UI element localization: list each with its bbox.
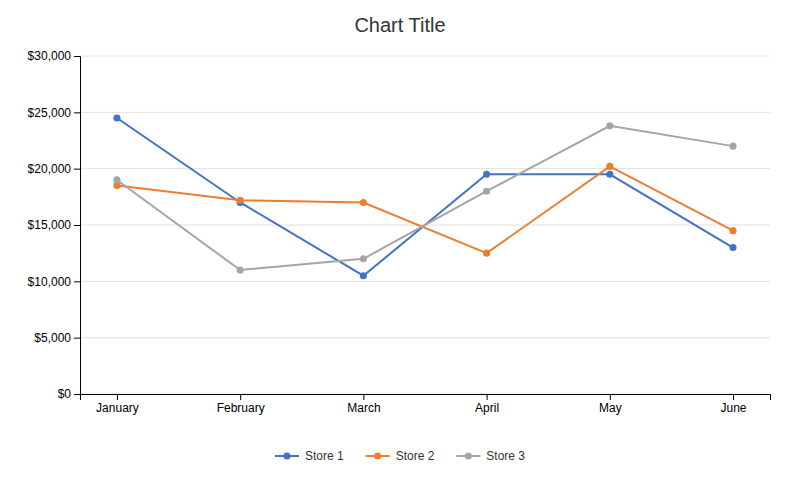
y-tick-label: $10,000 <box>28 275 72 289</box>
y-tick-label: $25,000 <box>28 106 72 120</box>
series-marker <box>360 199 367 206</box>
x-tick: February <box>217 394 265 415</box>
x-tick: January <box>96 394 139 415</box>
y-tick-label: $30,000 <box>28 49 72 63</box>
x-tick: April <box>475 394 499 415</box>
legend-item: Store 2 <box>366 449 435 463</box>
series <box>113 122 736 273</box>
y-tick: $15,000 <box>28 218 80 232</box>
y-tick-mark <box>74 338 80 339</box>
series-marker <box>360 272 367 279</box>
legend-item: Store 1 <box>275 449 344 463</box>
x-tick-mark <box>487 394 488 400</box>
y-tick-mark <box>74 169 80 170</box>
legend-marker <box>283 452 290 459</box>
x-tick-mark <box>363 394 364 400</box>
x-tick-label: April <box>475 401 499 415</box>
y-tick-mark <box>74 281 80 282</box>
x-axis-line <box>81 395 771 401</box>
y-axis-line <box>74 57 81 395</box>
x-tick: March <box>347 394 380 415</box>
y-tick-label: $20,000 <box>28 162 72 176</box>
grid-line <box>80 337 770 338</box>
x-tick-label: March <box>347 401 380 415</box>
series-marker <box>483 188 490 195</box>
series-marker <box>606 171 613 178</box>
y-axis: $0 $5,000 $10,000 $15,000 $20,000 $25,000 $30,… <box>28 49 81 401</box>
x-tick-label: January <box>96 401 139 415</box>
grid-line <box>80 112 770 113</box>
series <box>113 114 736 279</box>
series-marker <box>237 197 244 204</box>
x-axis: January February March April May June <box>81 394 771 415</box>
series-marker <box>483 171 490 178</box>
y-tick: $30,000 <box>28 49 80 63</box>
chart-title: Chart Title <box>354 14 445 36</box>
legend-marker <box>465 452 472 459</box>
y-tick: $25,000 <box>28 106 80 120</box>
series-marker <box>360 255 367 262</box>
x-tick-mark <box>117 394 118 400</box>
x-tick: May <box>599 394 622 415</box>
plot-area: $0 $5,000 $10,000 $15,000 $20,000 $25,000 $30,… <box>28 49 771 414</box>
y-tick: $5,000 <box>34 331 80 345</box>
x-tick-label: May <box>599 401 622 415</box>
series-marker <box>606 122 613 129</box>
series-line <box>117 118 733 276</box>
x-tick-label: February <box>217 401 265 415</box>
series-marker <box>729 244 736 251</box>
y-tick-mark <box>74 56 80 57</box>
series-marker <box>729 227 736 234</box>
y-tick: $10,000 <box>28 275 80 289</box>
y-tick: $0 <box>58 387 80 401</box>
y-tick-label: $5,000 <box>34 331 71 345</box>
grid <box>80 56 770 394</box>
grid-line <box>80 281 770 282</box>
x-tick-mark <box>610 394 611 400</box>
series-line <box>117 166 733 253</box>
series <box>113 163 736 257</box>
grid-line <box>80 168 770 169</box>
y-tick-mark <box>74 394 80 395</box>
y-tick-label: $0 <box>58 387 72 401</box>
chart-svg: $0 $5,000 $10,000 $15,000 $20,000 $25,000 $30,… <box>0 0 800 480</box>
series-marker <box>237 266 244 273</box>
x-tick-mark <box>240 394 241 400</box>
y-tick-label: $15,000 <box>28 218 72 232</box>
y-tick-mark <box>74 225 80 226</box>
series-marker <box>729 143 736 150</box>
series-marker <box>113 176 120 183</box>
chart-container: $0 $5,000 $10,000 $15,000 $20,000 $25,000 $30,… <box>0 0 800 480</box>
x-tick: June <box>721 394 747 415</box>
series-marker <box>606 163 613 170</box>
legend-label: Store 2 <box>396 449 435 463</box>
legend-label: Store 3 <box>486 449 525 463</box>
x-tick-label: June <box>721 401 747 415</box>
legend-item: Store 3 <box>456 449 525 463</box>
legend: Store 1 Store 2 Store 3 <box>275 449 525 463</box>
x-tick-mark <box>733 394 734 400</box>
legend-label: Store 1 <box>305 449 344 463</box>
series-marker <box>483 250 490 257</box>
marks <box>113 114 736 279</box>
legend-marker <box>374 452 381 459</box>
y-tick-mark <box>74 112 80 113</box>
series-line <box>117 126 733 270</box>
series-marker <box>113 114 120 121</box>
y-tick: $20,000 <box>28 162 80 176</box>
grid-line <box>80 56 770 57</box>
